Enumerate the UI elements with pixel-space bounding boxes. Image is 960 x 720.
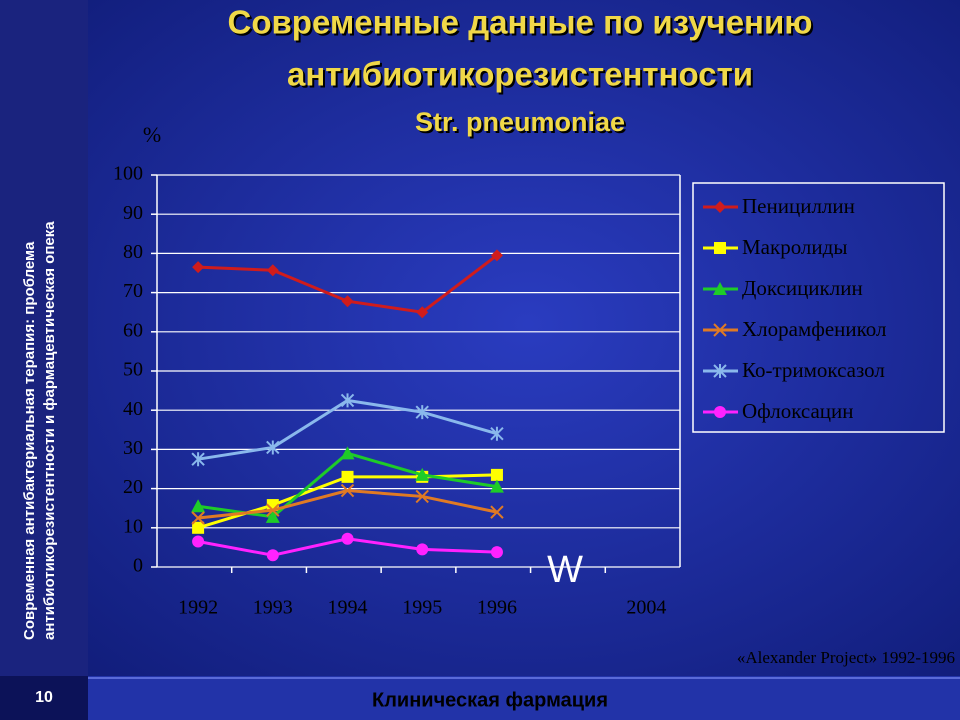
y-tick-label: 40 [123,398,143,420]
legend-marker [714,201,726,213]
sidebar-text: Современная антибактериальная терапия: п… [21,241,38,640]
footer-text: Клиническая фармация [372,689,608,711]
legend-marker [714,406,726,418]
page-number-box [0,676,88,720]
x-tick-label: 1992 [178,597,218,619]
marker [341,470,354,483]
marker [191,452,205,467]
x-tick-label: 1995 [402,597,442,619]
marker [490,426,504,441]
subtitle-shadow: Str. pneumoniae [417,109,627,139]
y-tick-label: 60 [123,319,143,341]
chart-subtitle: Str. pneumoniae [415,107,625,137]
legend-marker [713,282,727,295]
source: «Alexander Project» 1992-1996 [737,648,955,667]
marker [341,532,354,545]
marker [490,468,503,481]
x-tick-label: 1994 [328,597,368,619]
marker [266,264,279,277]
legend-marker [714,242,726,254]
title-shadow: антибиотикорезистентности [289,58,755,95]
marker [192,535,205,548]
y-axis-label: % [143,122,161,147]
y-tick-label: 20 [123,476,143,498]
marker [192,261,205,274]
marker [191,511,205,525]
legend-label: Хлорамфеникол [742,317,887,341]
marker [340,393,355,408]
y-tick-label: 100 [113,163,143,185]
y-tick-label: 80 [123,241,143,263]
legend-box [692,182,945,433]
chart-title: антибиотикорезистентности [287,56,753,93]
legend-marker [713,364,727,378]
marker [490,249,503,262]
legend-marker [713,323,727,337]
marker [340,483,355,498]
marker [416,543,429,556]
marker [416,306,429,319]
marker [415,405,429,420]
marker [266,503,280,517]
y-tick-label: 70 [123,280,143,302]
title-shadow: Современные данные по изучению [230,6,815,43]
y-tick-label: 10 [123,515,143,537]
sidebar [0,0,88,676]
marker [191,499,206,513]
y-tick-label: 30 [123,437,143,459]
footer-bar [0,676,960,720]
legend-label: Доксициклин [742,276,863,300]
marker [192,521,205,534]
marker [341,295,354,308]
y-tick-label: 90 [123,202,143,224]
marker [490,546,503,559]
marker [489,479,504,493]
marker [490,505,504,519]
marker [266,549,279,562]
x-tick-label: 2004 [626,597,666,619]
legend-label: Ко-тримоксазол [742,358,885,382]
x-tick-label: 1993 [253,597,293,619]
marker [415,467,430,481]
marker [265,509,280,523]
marker [266,440,280,455]
annotation: W [547,549,583,591]
sidebar-text: антибиотикорезистентности и фармацевтиче… [41,221,58,640]
page-number: 10 [35,689,53,706]
legend-label: Офлоксацин [742,399,854,423]
y-tick-label: 0 [133,555,143,577]
chart-title: Современные данные по изучению [228,4,813,41]
x-tick-label: 1996 [477,597,517,619]
marker [415,489,429,504]
marker [340,446,355,460]
legend-label: Пенициллин [742,194,855,218]
legend-label: Макролиды [742,235,847,259]
y-tick-label: 50 [123,359,143,381]
